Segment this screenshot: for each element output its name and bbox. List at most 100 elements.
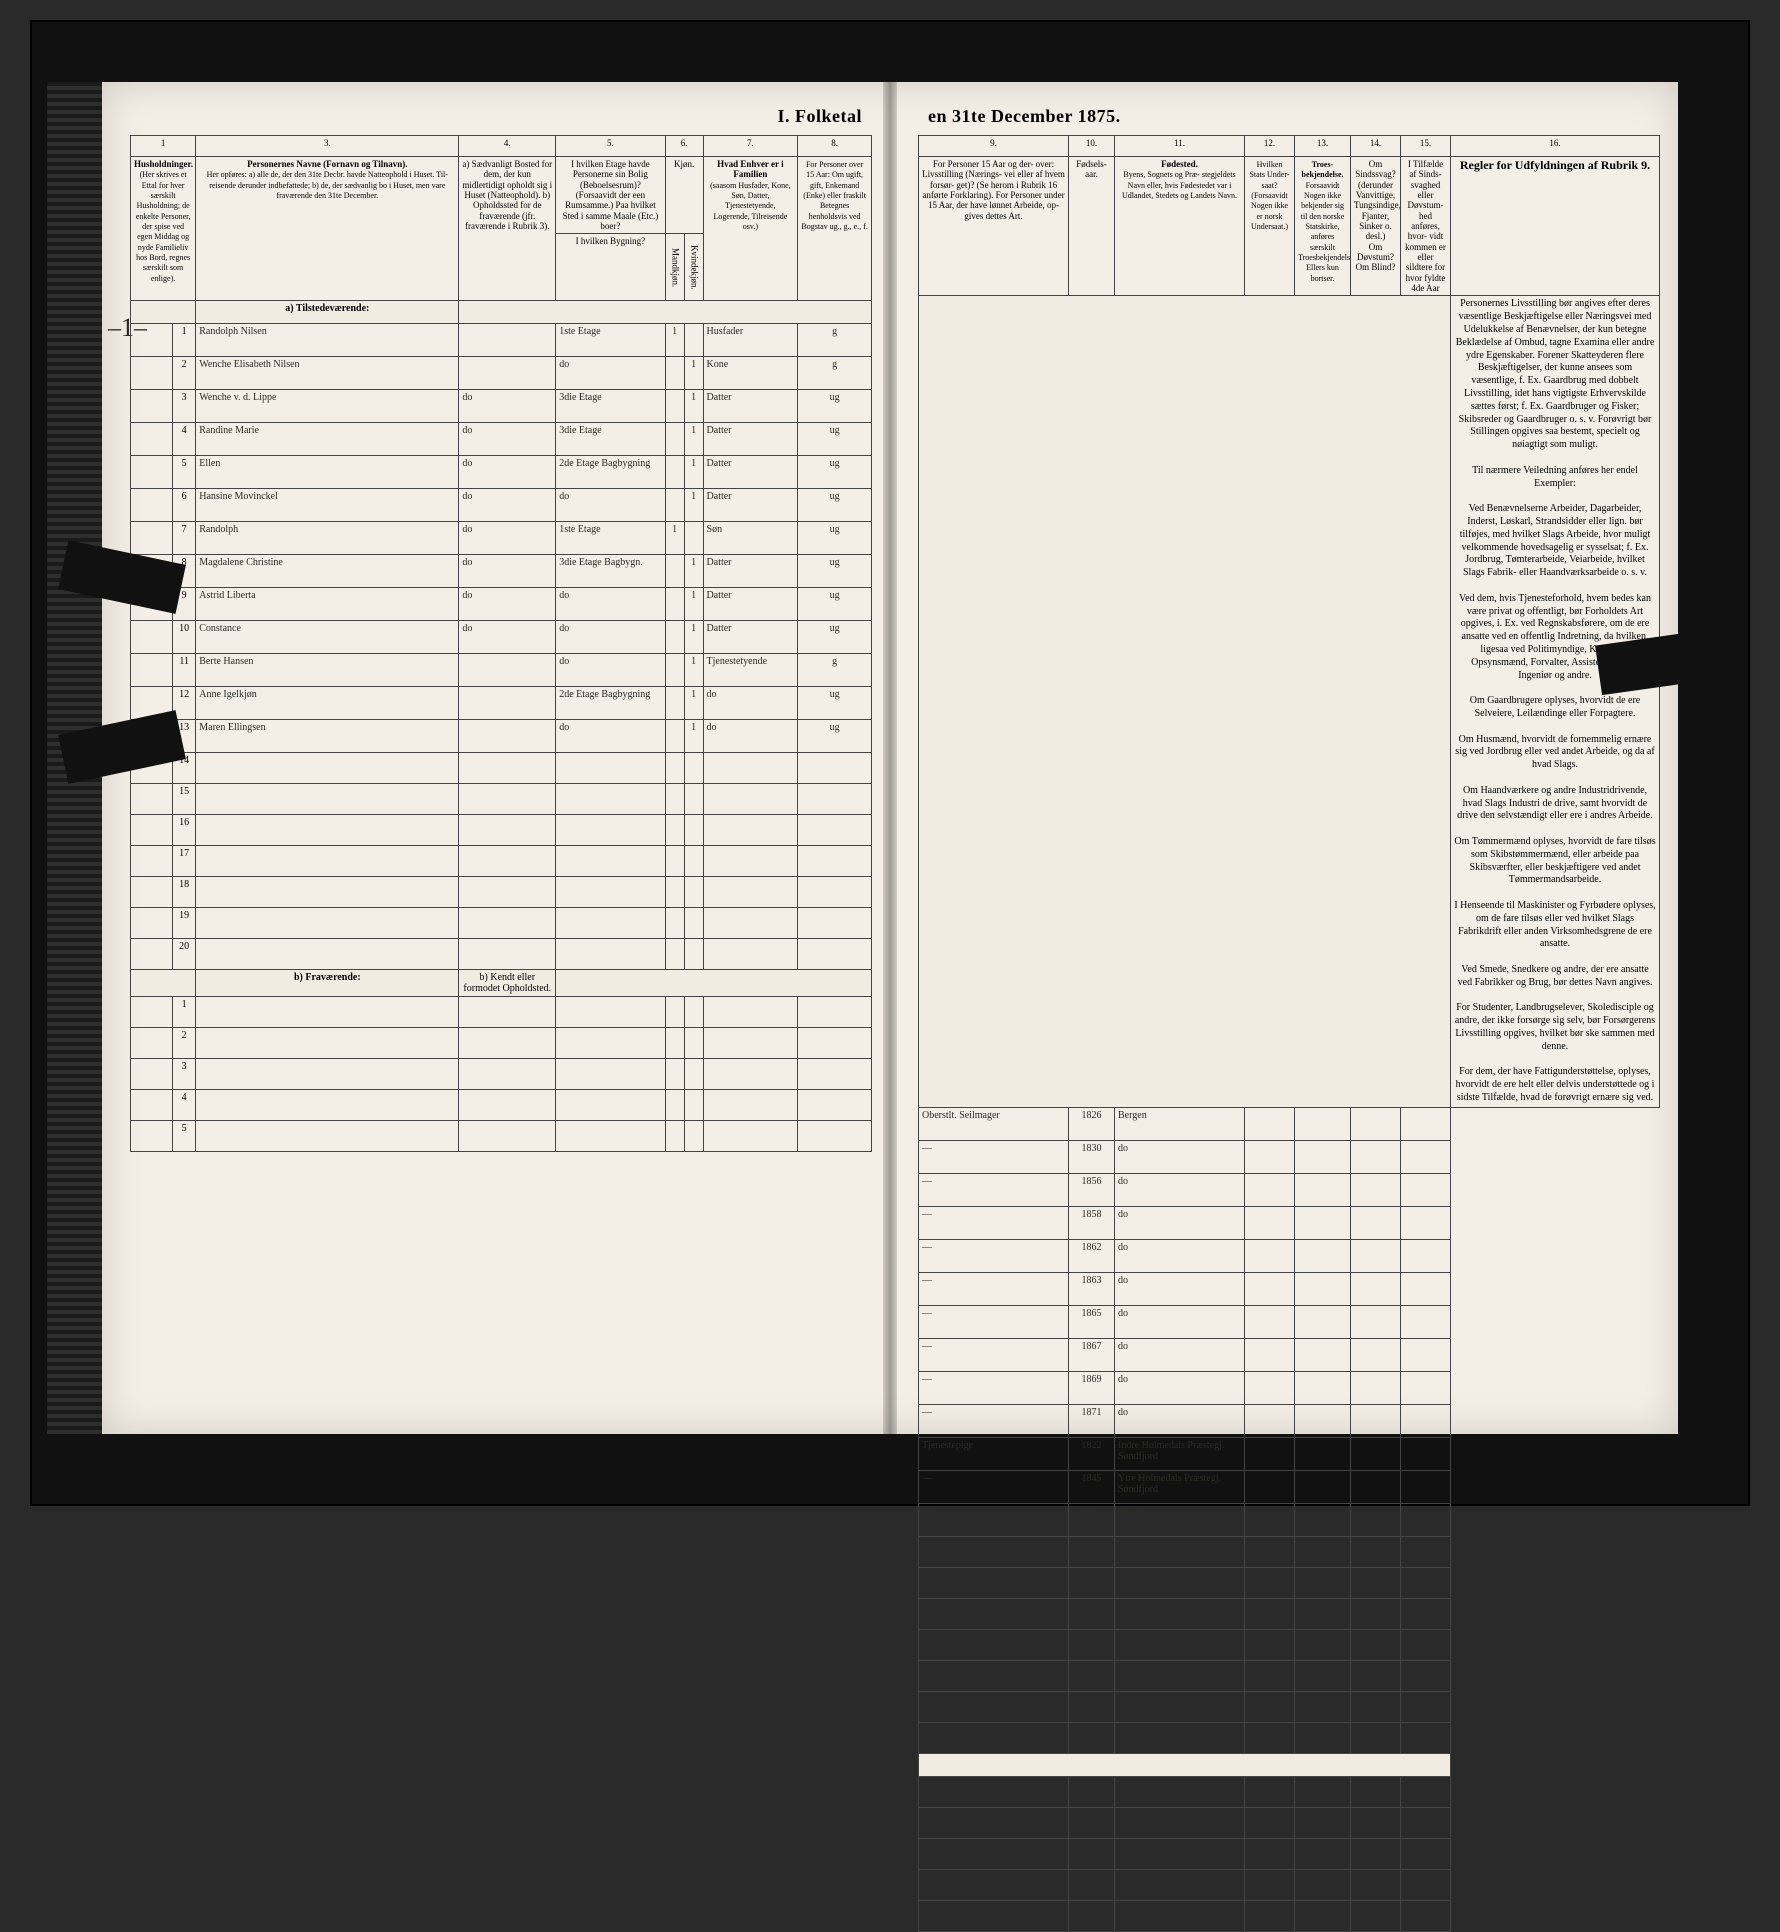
row-household [131,654,173,687]
col-num-5: 5. [556,136,665,157]
header-household: Husholdninger.(Her skrives et Ettal for … [131,157,196,301]
col-num-9: 9. [919,136,1069,157]
floor: do [556,621,665,654]
birth-place: do [1115,1140,1245,1173]
infirmity [1351,1206,1401,1239]
table-row: 9Astrid Libertadodo1Datterug [131,588,872,621]
birth-place: do [1115,1239,1245,1272]
sex-m [665,720,684,753]
table-row: 7Randolphdo1ste Etage1Sønug [131,522,872,555]
infirmity [1351,1404,1401,1437]
birth-place: do [1115,1305,1245,1338]
religion [1295,1206,1351,1239]
table-row: —1858do [919,1206,1660,1239]
header-infirmity: Om Sindssvag? (derunder Vanvittige, Tung… [1351,157,1401,296]
floor: 3die Etage [556,390,665,423]
row-number: 2 [173,357,196,390]
sex-m [665,390,684,423]
col-num-3: 3. [196,136,459,157]
floor: do [556,588,665,621]
col-num-4: 4. [459,136,556,157]
row-number: 11 [173,654,196,687]
relation: Datter [703,390,798,423]
row-household [131,423,173,456]
infirmity [1351,1140,1401,1173]
birth-year: 1871 [1069,1404,1115,1437]
relation: Datter [703,456,798,489]
header-relation: Hvad Enhver er i Familien(saasom Husfade… [703,157,798,301]
row-household [131,456,173,489]
infirmity-age [1401,1338,1451,1371]
table-row: 12Anne Igelkjøn2de Etage Bagbygning1doug [131,687,872,720]
person-name: Randine Marie [196,423,459,456]
residence [459,720,556,753]
person-name: Randolph [196,522,459,555]
religion [1295,1437,1351,1470]
table-row: 15 [131,784,872,815]
birth-place: do [1115,1338,1245,1371]
infirmity [1351,1173,1401,1206]
table-row: 16 [131,815,872,846]
marital: g [798,357,872,390]
table-row: 18 [131,877,872,908]
table-row: do1852Florø [919,1503,1660,1536]
header-floor: I hvilken Etage havde Personerne sin Bol… [556,157,665,234]
residence: do [459,555,556,588]
sex-f: 1 [684,654,703,687]
birth-place: Bergen [1115,1107,1245,1140]
table-row: —1867do [919,1338,1660,1371]
citizenship [1245,1338,1295,1371]
table-row: 8Magdalene Christinedo3die Etage Bagbygn… [131,555,872,588]
marital: ug [798,555,872,588]
sex-m: 1 [665,522,684,555]
birth-place: do [1115,1272,1245,1305]
occupation: Tjenestepige [919,1437,1069,1470]
table-row [919,1900,1660,1931]
table-row: 20 [131,939,872,970]
table-row [919,1807,1660,1838]
header-citizenship: Hvilken Stats Under- saat?(Forsaavidt No… [1245,157,1295,296]
floor: 2de Etage Bagbygning [556,687,665,720]
marital: ug [798,621,872,654]
book-spine [883,82,897,1434]
person-name: Ellen [196,456,459,489]
birth-year: 1826 [1069,1107,1115,1140]
header-marital: For Personer over 15 Aar: Om ugift, gift… [798,157,872,301]
residence [459,687,556,720]
col-num-13: 13. [1295,136,1351,157]
citizenship [1245,1503,1295,1536]
occupation: — [919,1371,1069,1404]
table-row: 10Constancedodo1Datterug [131,621,872,654]
section-absent-note: b) Kendt eller formodet Opholdsted. [459,970,556,997]
occupation: do [919,1503,1069,1536]
occupation: — [919,1206,1069,1239]
infirmity-age [1401,1503,1451,1536]
relation: Tjenestetyende [703,654,798,687]
floor: 1ste Etage [556,324,665,357]
col-num-6: 6. [665,136,703,157]
sex-f: 1 [684,687,703,720]
table-row: 13Maren Ellingsendo1doug [131,720,872,753]
citizenship [1245,1470,1295,1503]
row-household [131,522,173,555]
relation: Datter [703,489,798,522]
table-row: 11Berte Hansendo1Tjenestetyendeg [131,654,872,687]
col-num-12: 12. [1245,136,1295,157]
marital: ug [798,720,872,753]
infirmity-age [1401,1140,1451,1173]
citizenship [1245,1140,1295,1173]
sex-f: 1 [684,423,703,456]
table-row: 5 [131,1121,872,1152]
sex-f: 1 [684,489,703,522]
row-household [131,489,173,522]
sex-f: 1 [684,588,703,621]
table-row: 6Hansine Movinckeldodo1Datterug [131,489,872,522]
infirmity [1351,1503,1401,1536]
table-row [919,1598,1660,1629]
row-household [131,621,173,654]
infirmity [1351,1305,1401,1338]
birth-year: 1845 [1069,1470,1115,1503]
infirmity [1351,1239,1401,1272]
table-row: 5Ellendo2de Etage Bagbygning1Datterug [131,456,872,489]
col-num-16: 16. [1451,136,1660,157]
